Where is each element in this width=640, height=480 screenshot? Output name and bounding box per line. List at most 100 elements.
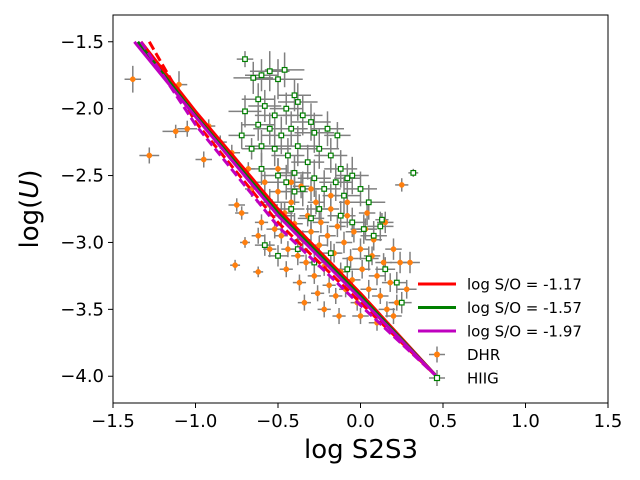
y-axis-label-variable: U bbox=[15, 180, 45, 199]
dhr-point bbox=[393, 299, 400, 306]
dhr-point bbox=[359, 266, 365, 273]
x-tick-label: 0.0 bbox=[346, 411, 375, 432]
hiig-point bbox=[291, 169, 298, 176]
hiig-point bbox=[308, 119, 314, 125]
hiig-point bbox=[324, 125, 331, 132]
dhr-point bbox=[334, 223, 341, 230]
legend-entry: HIIG bbox=[429, 370, 499, 388]
hiig-point bbox=[238, 132, 245, 139]
y-tick-label: −4.0 bbox=[60, 366, 104, 387]
dhr-point bbox=[349, 277, 356, 283]
dhr-point bbox=[255, 232, 262, 239]
hiig-point bbox=[299, 112, 306, 119]
dhr-point bbox=[397, 259, 403, 266]
dhr-point bbox=[258, 219, 265, 226]
plot-content bbox=[124, 40, 438, 378]
dhr-point bbox=[232, 262, 238, 269]
hiig-point bbox=[255, 96, 262, 103]
dhr-point bbox=[390, 246, 397, 252]
y-tick-label: −3.5 bbox=[60, 299, 104, 320]
hiig-point bbox=[344, 266, 351, 273]
hiig-point bbox=[410, 169, 417, 176]
dhr-point bbox=[326, 282, 332, 289]
dhr-point bbox=[407, 259, 413, 266]
dhr-point bbox=[357, 313, 364, 319]
dhr-point bbox=[351, 228, 357, 235]
dhr-point bbox=[316, 242, 323, 248]
dhr-point bbox=[311, 273, 318, 279]
hiig-point bbox=[285, 152, 291, 159]
dhr-point bbox=[344, 212, 351, 219]
x-tick-label: −0.5 bbox=[256, 411, 300, 432]
dhr-point bbox=[200, 156, 207, 163]
dhr-point bbox=[321, 306, 328, 313]
legend-entry: DHR bbox=[429, 346, 500, 364]
dhr-point bbox=[271, 226, 278, 232]
dhr-point bbox=[377, 293, 384, 299]
dhr-point bbox=[129, 76, 136, 83]
hiig-point bbox=[311, 175, 318, 182]
hiig-point bbox=[332, 179, 339, 186]
hiig-point bbox=[275, 172, 281, 179]
y-tick-label: −1.5 bbox=[60, 32, 104, 53]
hiig-point bbox=[278, 132, 285, 139]
y-axis-label: log(U) bbox=[15, 170, 45, 249]
dhr-point bbox=[336, 313, 342, 319]
hiig-point bbox=[365, 199, 372, 206]
legend-entry: log S/O = -1.17 bbox=[418, 276, 582, 294]
hiig-point bbox=[327, 152, 334, 159]
hiig-point bbox=[266, 68, 273, 75]
hiig-point bbox=[337, 165, 344, 172]
hiig-point bbox=[327, 250, 334, 257]
legend-label: log S/O = -1.17 bbox=[467, 276, 582, 294]
dhr-point bbox=[384, 306, 390, 313]
dhr-point bbox=[357, 246, 364, 252]
dhr-point bbox=[283, 266, 290, 273]
dhr-point bbox=[347, 255, 354, 262]
dhr-point bbox=[341, 239, 347, 246]
hiig-point bbox=[299, 186, 306, 192]
hiig-point bbox=[261, 103, 268, 109]
x-axis-label: log S2S3 bbox=[304, 435, 418, 465]
dhr-point bbox=[242, 239, 248, 246]
legend-dhr-marker bbox=[434, 351, 440, 358]
dhr-point bbox=[285, 246, 291, 252]
hiig-point bbox=[360, 226, 367, 232]
hiig-point bbox=[337, 212, 344, 219]
hiig-point bbox=[283, 179, 290, 186]
hiig-point bbox=[281, 66, 288, 73]
dhr-point bbox=[324, 232, 331, 239]
dhr-point bbox=[332, 293, 339, 299]
hiig-point bbox=[377, 223, 384, 230]
hiig-point bbox=[271, 112, 278, 119]
hiig-point bbox=[271, 145, 278, 152]
model-line bbox=[139, 40, 438, 378]
dhr-point bbox=[303, 259, 309, 266]
legend-label: HIIG bbox=[467, 370, 499, 388]
dhr-point bbox=[301, 299, 308, 306]
dhr-point bbox=[238, 210, 245, 216]
legend-entry: log S/O = -1.57 bbox=[418, 299, 582, 317]
hiig-point bbox=[250, 74, 257, 81]
hiig-point bbox=[321, 186, 328, 192]
y-axis-label-suffix: ) bbox=[15, 170, 45, 180]
dhr-point bbox=[184, 125, 191, 132]
y-tick-label: −3.0 bbox=[60, 232, 104, 253]
x-tick-label: 1.5 bbox=[594, 411, 623, 432]
hiig-point bbox=[283, 105, 290, 112]
legend-label: DHR bbox=[467, 346, 500, 364]
hiig-point bbox=[316, 206, 323, 212]
hiig-point bbox=[379, 216, 385, 223]
dhr-point bbox=[314, 290, 321, 297]
dhr-point bbox=[308, 228, 314, 235]
hiig-point bbox=[370, 232, 377, 239]
hiig-point bbox=[294, 143, 301, 150]
hiig-point bbox=[344, 175, 351, 182]
dhr-point bbox=[380, 259, 387, 266]
hiig-point bbox=[398, 299, 405, 306]
x-tick-label: 0.5 bbox=[429, 411, 458, 432]
legend-hiig-marker bbox=[433, 374, 441, 382]
hiig-point bbox=[258, 143, 265, 150]
dhr-point bbox=[266, 246, 273, 252]
